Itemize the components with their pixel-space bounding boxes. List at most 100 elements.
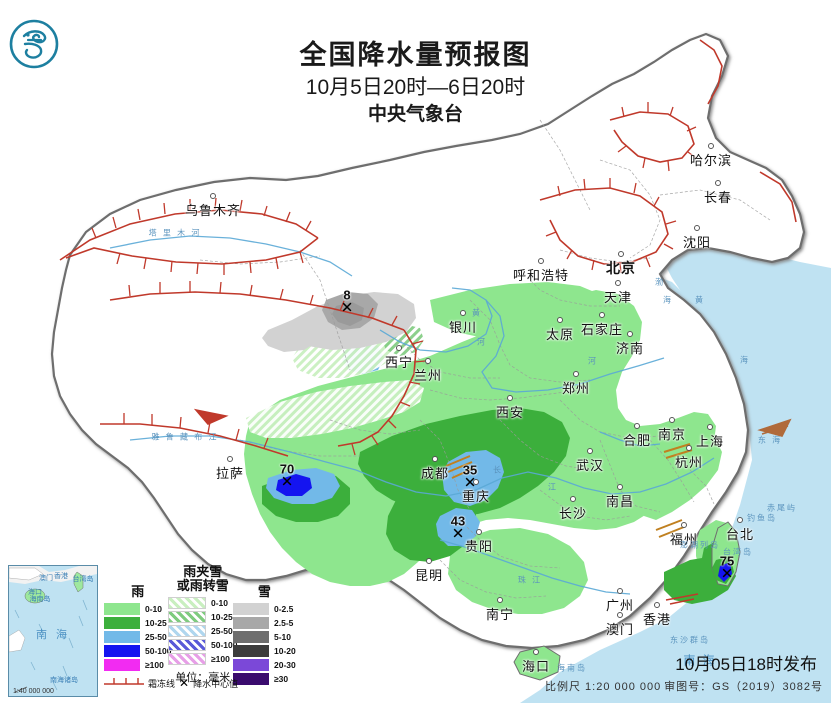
legend-range-label: ≥100 xyxy=(145,659,164,670)
city-name: 郑州 xyxy=(561,381,591,396)
city-marker-dot xyxy=(572,371,579,377)
inset-scale: 1:40 000 000 xyxy=(13,688,54,695)
city-marker-dot xyxy=(680,522,687,528)
inset-place-label: 南海诸岛 xyxy=(50,677,78,684)
frost-line-symbol xyxy=(104,678,144,685)
precip-center-symbol: ✕ xyxy=(179,676,190,690)
city-name: 海口 xyxy=(521,659,551,674)
city-name: 贵阳 xyxy=(464,539,494,554)
legend-item: 5-10 xyxy=(233,630,296,643)
city-label: 沈阳 xyxy=(683,225,711,251)
city-label: 南京 xyxy=(658,417,686,443)
city-name: 北京 xyxy=(606,260,636,276)
city-label: 上海 xyxy=(696,424,724,450)
city-marker-dot xyxy=(475,529,482,535)
city-name: 澳门 xyxy=(605,622,635,637)
geo-label: 东沙群岛 xyxy=(670,635,710,645)
legend-range-label: 20-30 xyxy=(274,659,296,670)
legend-column-title: 雪 xyxy=(233,584,296,599)
geo-label: 河 xyxy=(477,337,487,347)
city-label: 重庆 xyxy=(462,479,490,505)
inset-place-label: 台湾岛 xyxy=(72,576,94,583)
city-name: 乌鲁木齐 xyxy=(184,203,242,218)
city-name: 哈尔滨 xyxy=(689,153,733,168)
legend-column-snow: 雪 0-2.5 2.5-5 5-10 10-20 20-30 ≥30 xyxy=(233,584,296,686)
legend-swatch xyxy=(233,616,269,629)
legend-item: ≥100 xyxy=(104,658,171,671)
legend-range-label: 10-25 xyxy=(211,612,233,623)
city-marker-dot xyxy=(598,312,605,318)
city-label: 昆明 xyxy=(415,558,443,584)
city-marker-dot xyxy=(431,456,438,462)
geo-label: 黄 xyxy=(472,308,482,318)
legend-item: ≥30 xyxy=(233,672,296,685)
legend-item: 10-25 xyxy=(104,616,171,629)
geo-label: 雅 鲁 藏 布 江 xyxy=(151,432,219,442)
city-name: 昆明 xyxy=(414,568,444,583)
legend-swatch xyxy=(233,630,269,643)
legend-item: 0-10 xyxy=(168,597,237,610)
legend-range-label: ≥30 xyxy=(274,673,289,684)
orange-hatch-marks xyxy=(445,443,693,538)
legend-item: 10-25 xyxy=(168,611,237,624)
map-scale: 比例尺 1:20 000 000 xyxy=(545,681,662,693)
city-label: 南昌 xyxy=(606,484,634,510)
city-name: 武汉 xyxy=(575,458,605,473)
legend-range-label: 0-10 xyxy=(211,598,229,609)
legend-item: 50-100 xyxy=(168,639,237,652)
legend-item: 25-50 xyxy=(168,625,237,638)
legend-swatch xyxy=(168,639,206,652)
city-label: 拉萨 xyxy=(216,456,244,482)
city-marker-dot xyxy=(618,251,624,257)
legend-range-label: 0-2.5 xyxy=(274,603,294,614)
inset-sea-label: 南 海 xyxy=(35,629,71,641)
city-label: 合肥 xyxy=(623,423,651,449)
city-name: 上海 xyxy=(695,434,725,449)
geo-label: 南 海 xyxy=(683,653,717,668)
legend-swatch xyxy=(104,630,140,643)
geo-label: 赤尾屿 xyxy=(767,503,797,513)
legend-range-label: 50-100 xyxy=(211,640,238,651)
legend-unit: 单位：毫米 xyxy=(175,671,231,684)
rivers xyxy=(109,235,715,595)
south-china-sea-inset: 澳门 香港 台湾岛 海口 海南岛 南海诸岛 南 海 1:40 000 000 xyxy=(8,565,98,697)
city-name: 成都 xyxy=(420,466,450,481)
geo-label: 长 xyxy=(493,465,503,475)
city-marker-dot xyxy=(668,417,675,423)
legend-swatch xyxy=(168,653,206,666)
frost-line-label: 霜冻线 xyxy=(148,678,176,689)
inset-place-label: 海南岛 xyxy=(29,596,51,603)
city-name: 沈阳 xyxy=(682,235,712,250)
city-name: 长沙 xyxy=(558,506,588,521)
city-label: 福州 xyxy=(670,522,698,548)
city-name: 福州 xyxy=(669,532,699,547)
city-label: 哈尔滨 xyxy=(690,143,732,169)
inset-map xyxy=(9,566,97,696)
city-name: 杭州 xyxy=(674,455,704,470)
city-label: 广州 xyxy=(606,588,634,614)
legend-swatch xyxy=(168,625,206,638)
legend-column-sleet: 雨夹雪 或雨转雪 0-10 10-25 25-50 50-100 ≥100 单位：毫米 xyxy=(168,564,237,685)
city-marker-dot xyxy=(706,424,713,430)
city-label: 郑州 xyxy=(562,371,590,397)
legend-range-label: 50-100 xyxy=(145,645,172,656)
city-label: 济南 xyxy=(616,331,644,357)
city-label: 台北 xyxy=(726,517,754,543)
city-label: 香港 xyxy=(643,602,671,628)
legend-item: 2.5-5 xyxy=(233,616,296,629)
legend-title-line: 或雨转雪 xyxy=(176,578,229,594)
issue-time: 10月05日18时发布 xyxy=(675,655,817,674)
cma-dragon-logo xyxy=(8,18,60,70)
city-label: 武汉 xyxy=(576,448,604,474)
review-number: 审图号：GS（2019）3082号 xyxy=(664,681,823,693)
city-marker-dot xyxy=(707,143,714,149)
legend-range-label: 5-10 xyxy=(274,631,292,642)
legend-range-label: 2.5-5 xyxy=(274,617,294,628)
legend-swatch xyxy=(233,672,269,685)
city-label: 兰州 xyxy=(414,358,442,384)
city-marker-dot xyxy=(226,456,233,462)
wind-barb-marks xyxy=(193,408,792,605)
geo-label: 海南岛 xyxy=(557,663,587,673)
